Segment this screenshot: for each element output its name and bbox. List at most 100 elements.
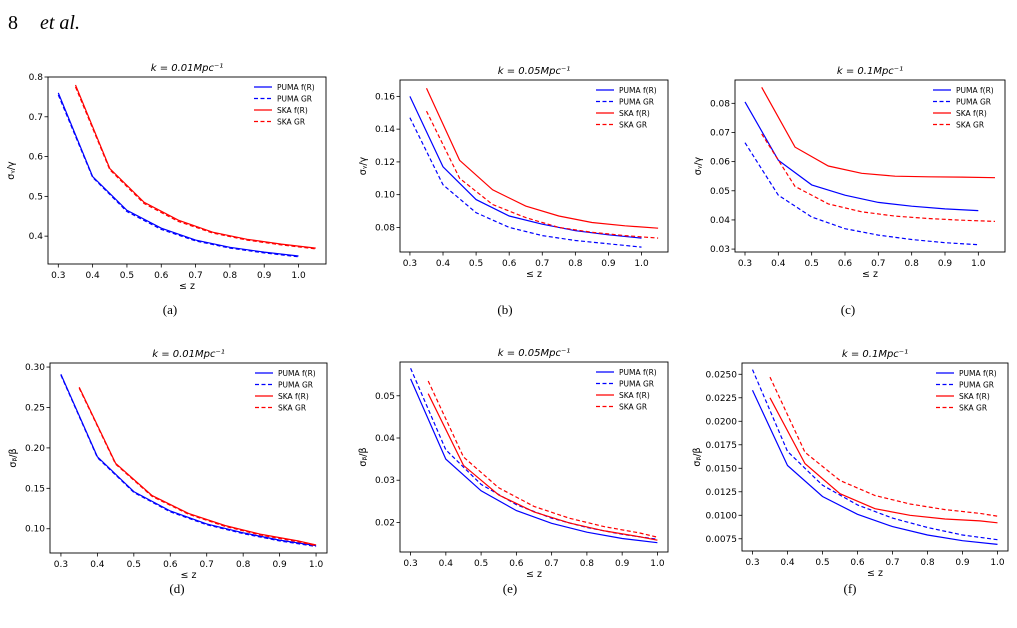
x-axis-label: ≤ z [181, 570, 197, 581]
x-tick-label: 0.7 [535, 259, 549, 269]
y-tick-label: 0.04 [375, 434, 395, 444]
plot-frame [741, 362, 1009, 552]
legend-label: SKA GR [277, 118, 305, 127]
chart-title: k = 0.05Mpc⁻¹ [498, 348, 571, 359]
x-tick-label: 0.4 [90, 560, 105, 570]
x-tick-label: 0.5 [474, 559, 488, 569]
page-header: 8 et al. [0, 0, 1017, 40]
chart-title: k = 0.01Mpc⁻¹ [151, 63, 224, 74]
x-tick-label: 0.3 [738, 259, 752, 269]
y-tick-label: 0.10 [25, 525, 45, 535]
legend-label: PUMA GR [619, 98, 654, 107]
legend-label: SKA f(R) [619, 109, 650, 118]
plot-frame [47, 76, 327, 265]
y-tick-label: 0.05 [710, 187, 730, 197]
y-axis-label: σᵧ/γ [693, 156, 704, 175]
x-tick-label: 0.8 [223, 271, 238, 281]
x-tick-label: 0.4 [439, 559, 454, 569]
x-tick-label: 0.4 [771, 259, 786, 269]
x-tick-label: 0.6 [163, 560, 178, 570]
y-tick-label: 0.03 [375, 476, 395, 486]
legend-label: PUMA f(R) [956, 86, 994, 95]
running-title: et al. [40, 12, 80, 34]
chart-panel: k = 0.05Mpc⁻¹ 0.3 0.4 0.5 0.6 0.7 0.8 0.9 1.0 0.0… [358, 66, 669, 317]
plot-frame [49, 362, 328, 554]
x-tick-label: 0.6 [838, 259, 853, 269]
series-line [751, 369, 998, 541]
legend-label: PUMA GR [619, 380, 654, 389]
y-tick-label: 0.6 [29, 153, 44, 163]
x-tick-label: 0.5 [815, 558, 829, 568]
x-tick-label: 0.6 [850, 558, 865, 568]
y-tick-label: 0.5 [29, 192, 43, 202]
y-tick-label: 0.0175 [706, 441, 738, 451]
page-number: 8 [8, 12, 18, 34]
series-line [60, 374, 317, 548]
x-axis-label: ≤ z [862, 269, 878, 280]
y-tick-label: 0.12 [375, 158, 395, 168]
legend-label: PUMA f(R) [959, 369, 997, 378]
chart-title: k = 0.1Mpc⁻¹ [837, 66, 903, 77]
x-tick-label: 0.4 [85, 271, 100, 281]
panel-caption: (d) [169, 581, 184, 596]
series-line [425, 110, 659, 239]
y-tick-label: 0.15 [25, 484, 45, 494]
series-line [744, 142, 979, 246]
series-line [57, 94, 299, 258]
y-tick-label: 0.7 [29, 113, 43, 123]
series-line [427, 393, 658, 541]
legend-label: PUMA GR [959, 381, 994, 390]
series-line [74, 86, 316, 250]
y-tick-label: 0.16 [375, 92, 395, 102]
x-axis-label: ≤ z [867, 568, 883, 579]
series-line [409, 117, 642, 248]
x-tick-label: 0.9 [601, 259, 616, 269]
chart-panel: k = 0.1Mpc⁻¹ 0.3 0.4 0.5 0.6 0.7 0.8 0.9 1.0 0.00… [692, 349, 1009, 596]
series-line [427, 380, 658, 538]
x-tick-label: 0.3 [51, 271, 65, 281]
y-tick-label: 0.06 [710, 158, 730, 168]
chart-panel: k = 0.05Mpc⁻¹ 0.3 0.4 0.5 0.6 0.7 0.8 0.9 1.0 0.0… [358, 348, 669, 596]
x-tick-label: 0.7 [871, 259, 885, 269]
panel-caption: (b) [497, 302, 512, 317]
legend-label: SKA f(R) [959, 392, 990, 401]
x-tick-label: 0.9 [257, 271, 272, 281]
series-line [409, 96, 642, 239]
y-tick-label: 0.04 [710, 216, 730, 226]
series-line [425, 87, 659, 229]
y-tick-label: 0.4 [29, 232, 44, 242]
x-axis-label: ≤ z [179, 281, 195, 292]
x-tick-label: 0.7 [200, 560, 214, 570]
y-tick-label: 0.25 [25, 403, 45, 413]
x-tick-label: 0.6 [502, 259, 517, 269]
y-axis-label: σᵧ/γ [358, 156, 369, 175]
y-tick-label: 0.14 [375, 125, 395, 135]
legend-label: PUMA f(R) [619, 368, 657, 377]
series-line [744, 101, 979, 212]
legend-label: SKA GR [956, 121, 984, 130]
series-line [410, 378, 658, 544]
chart-panel: k = 0.1Mpc⁻¹ 0.3 0.4 0.5 0.6 0.7 0.8 0.9 1.0 0.03… [693, 66, 1006, 317]
plot-frame [399, 361, 669, 553]
y-axis-label: σᵦ/β [8, 448, 19, 467]
x-tick-label: 0.4 [780, 558, 795, 568]
series-line [57, 92, 299, 257]
x-tick-label: 0.7 [188, 271, 202, 281]
x-axis-label: ≤ z [526, 569, 542, 580]
y-axis-label: σᵦ/β [692, 447, 703, 466]
legend-label: PUMA f(R) [619, 86, 657, 95]
x-tick-label: 1.0 [291, 271, 306, 281]
legend-label: PUMA f(R) [278, 369, 316, 378]
y-tick-label: 0.07 [710, 128, 730, 138]
legend-label: PUMA f(R) [277, 83, 315, 92]
series-line [78, 387, 317, 547]
y-tick-label: 0.08 [710, 99, 730, 109]
x-tick-label: 1.0 [990, 558, 1005, 568]
plot-frame [734, 79, 1006, 253]
y-axis-label: σᵦ/β [358, 447, 369, 466]
x-tick-label: 0.8 [236, 560, 251, 570]
x-axis-label: ≤ z [526, 269, 542, 280]
series-line [751, 390, 998, 545]
series-line [761, 133, 996, 222]
